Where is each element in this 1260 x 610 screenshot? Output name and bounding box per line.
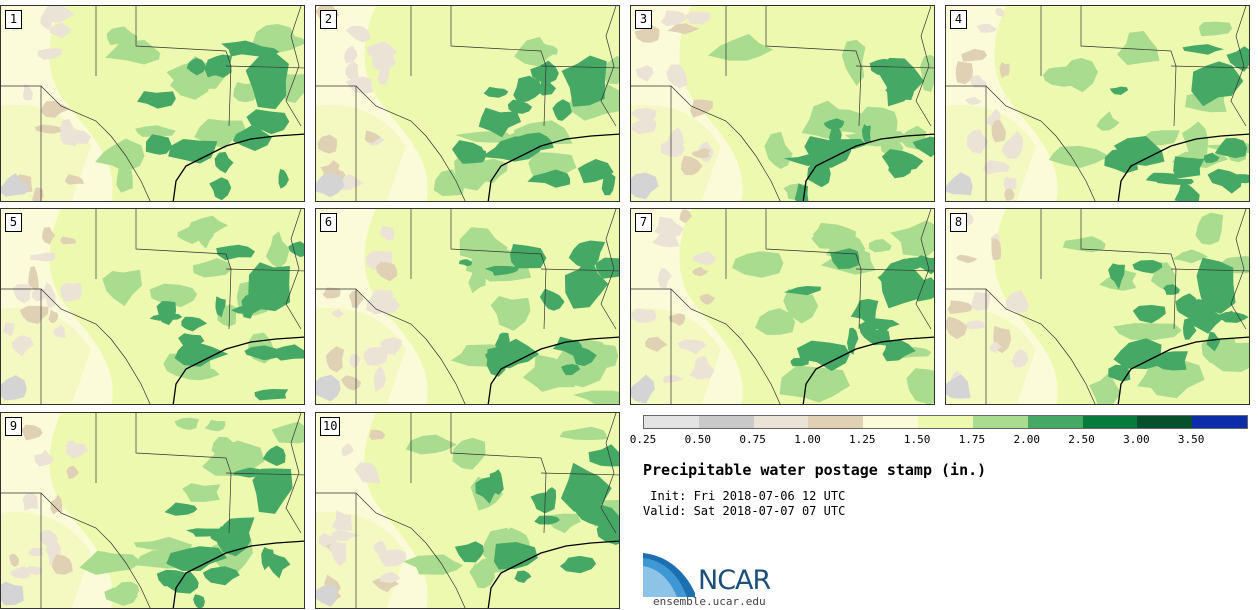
precip-water-map (946, 6, 1249, 201)
stamp-panel-9: 9 (0, 412, 305, 609)
stamp-panel-1: 1 (0, 5, 305, 202)
member-label: 2 (320, 10, 337, 29)
legend-tick-label: 3.50 (1177, 433, 1205, 446)
legend-tick-label: 1.00 (794, 433, 821, 446)
legend-bin (972, 416, 1029, 428)
legend-tick-label: 0.25 (629, 433, 657, 446)
member-label: 1 (5, 10, 22, 29)
precip-water-map (946, 209, 1249, 404)
precip-water-map (1, 209, 304, 404)
legend-bin (1082, 416, 1138, 428)
stamp-panel-2: 2 (315, 5, 620, 202)
color-legend (643, 415, 1248, 429)
legend-tick-label: 1.50 (903, 433, 931, 446)
legend-bin (1137, 416, 1193, 428)
member-label: 6 (320, 213, 337, 232)
init-time: Init: Fri 2018-07-06 12 UTC (643, 489, 846, 503)
valid-time: Valid: Sat 2018-07-07 07 UTC (643, 504, 846, 518)
legend-tick-label: 0.75 (739, 433, 766, 446)
legend-tick-label: 3.00 (1123, 433, 1150, 446)
member-label: 8 (950, 213, 967, 232)
precip-water-map (1, 413, 304, 608)
stamp-panel-5: 5 (0, 208, 305, 405)
precip-water-map (631, 6, 934, 201)
legend-tick-label: 1.75 (958, 433, 986, 446)
logo-wordmark: NCAR (698, 565, 771, 596)
precip-water-map (316, 209, 619, 404)
legend-bin (1192, 416, 1248, 428)
site-url: ensemble.ucar.edu (653, 595, 766, 608)
stamp-panel-4: 4 (945, 5, 1250, 202)
precip-water-map (1, 6, 304, 201)
member-label: 5 (5, 213, 22, 232)
member-label: 9 (5, 417, 22, 436)
member-label: 3 (635, 10, 652, 29)
legend-tick-label: 1.25 (849, 433, 876, 446)
legend-bin (863, 416, 919, 428)
ncar-logo-icon (643, 553, 695, 597)
legend-bin (644, 416, 700, 428)
stamp-panel-10: 10 (315, 412, 620, 609)
stamp-panel-3: 3 (630, 5, 935, 202)
legend-tick-label: 0.50 (684, 433, 712, 446)
precip-water-map (316, 6, 619, 201)
legend-tick-label: 2.50 (1068, 433, 1095, 446)
legend-bin (1027, 416, 1084, 428)
member-label: 4 (950, 10, 967, 29)
legend-bin (808, 416, 864, 428)
legend-bin (918, 416, 974, 428)
legend-bin (753, 416, 809, 428)
precip-water-map (316, 413, 619, 608)
product-title: Precipitable water postage stamp (in.) (643, 461, 987, 479)
stamp-panel-6: 6 (315, 208, 620, 405)
precip-water-map (631, 209, 934, 404)
stamp-panel-7: 7 (630, 208, 935, 405)
legend-tick-label: 2.00 (1013, 433, 1040, 446)
member-label: 10 (320, 417, 341, 436)
legend-bin (698, 416, 755, 428)
member-label: 7 (635, 213, 652, 232)
stamp-panel-8: 8 (945, 208, 1250, 405)
